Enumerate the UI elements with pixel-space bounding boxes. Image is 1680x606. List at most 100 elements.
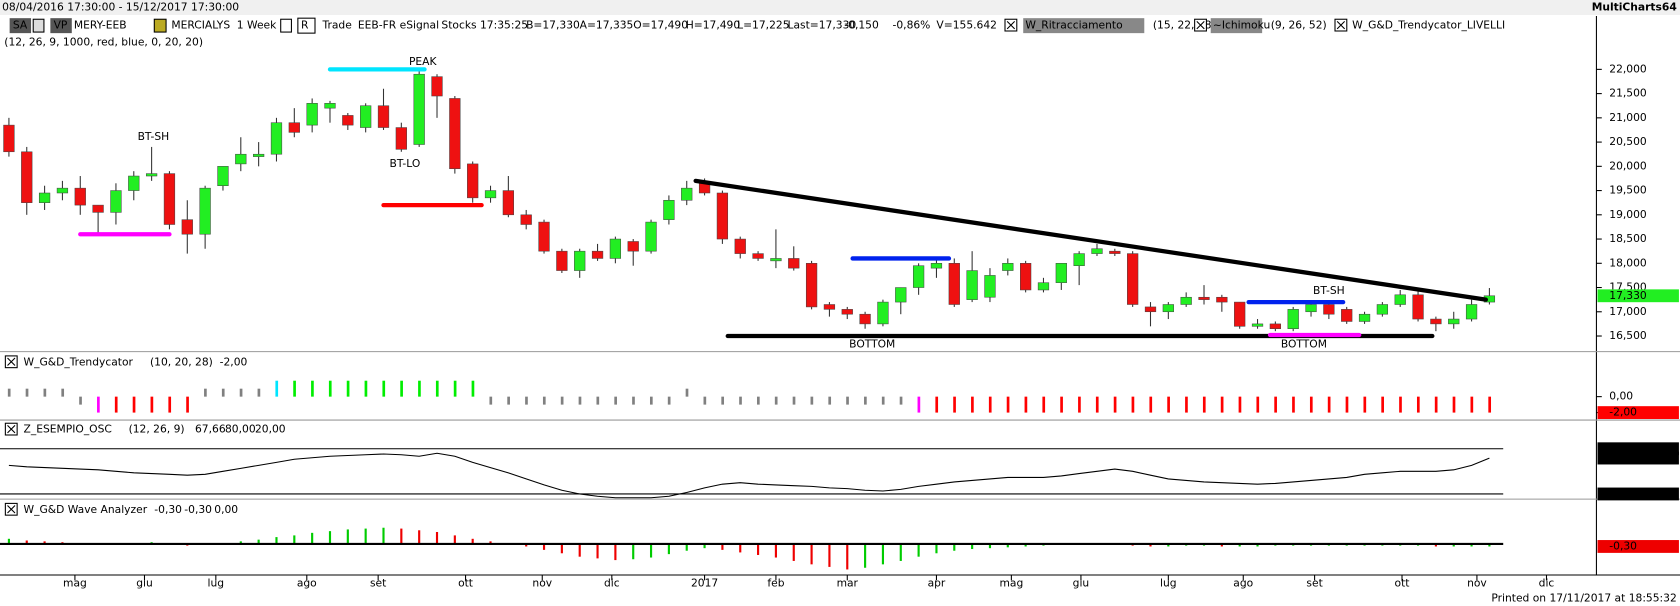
wave-bar [846, 543, 849, 570]
indicator-title[interactable]: Z_ESEMPIO_OSC [24, 423, 112, 436]
trend-bar [204, 388, 207, 397]
candle-body [1430, 318, 1442, 325]
wave-bar [25, 540, 28, 544]
toolbar-item: Trade [321, 19, 351, 32]
toolbar-box[interactable] [9, 18, 32, 34]
candle-body [38, 192, 51, 203]
trend-bar [1470, 396, 1474, 413]
candle-body [431, 76, 443, 97]
value-box [1597, 406, 1679, 419]
close-icon [7, 505, 16, 514]
annotation: BOTTOM [1281, 338, 1327, 351]
candle-body [716, 192, 729, 240]
wave-bar [418, 530, 421, 544]
candle-body [377, 105, 390, 128]
trend-bar [400, 380, 403, 397]
y-tick-label: 19,500 [1609, 184, 1647, 197]
candle-body [538, 221, 550, 252]
indicator-readout: -2,00 [220, 355, 248, 368]
toolbar-item[interactable]: 1 Week [237, 19, 277, 32]
candle-body [663, 199, 675, 220]
wave-bar [311, 532, 314, 544]
toolbar-item: O=17,490 [633, 19, 688, 32]
toolbar-item[interactable]: SA [13, 19, 28, 32]
toolbar-box[interactable] [297, 17, 316, 34]
x-tick-label: dic [604, 577, 620, 590]
candle-body [199, 187, 211, 235]
wave-bar [275, 537, 278, 544]
candle-body [217, 166, 229, 186]
candle-body [1358, 313, 1371, 322]
trend-bar [1292, 396, 1295, 413]
trend-bar [1024, 396, 1028, 413]
study-box[interactable] [1023, 18, 1145, 34]
value-box-label: 17,330 [1609, 289, 1647, 302]
study-params: (9, 26, 52) [1271, 19, 1327, 32]
indicator-readout: 67,66 [195, 423, 226, 436]
trend-bar [507, 396, 510, 405]
y-tick-label: -2,00 [1609, 406, 1637, 419]
toolbar-item: B=17,330 [526, 19, 580, 32]
candle-body [270, 122, 283, 155]
trend-bar [25, 388, 29, 397]
candle-body [1180, 296, 1192, 305]
dropdown[interactable] [32, 18, 45, 33]
candle-body [360, 105, 372, 128]
study-name[interactable]: W_Ritracciamento [1025, 19, 1122, 32]
toolbar-item[interactable]: MERY-EEB [74, 19, 127, 32]
indicator-title[interactable]: W_G&D Wave Analyzer [24, 503, 148, 516]
trend-bar [1488, 396, 1492, 413]
candle-body [788, 258, 800, 269]
candle-body [609, 238, 622, 259]
annotation: BOTTOM [849, 338, 895, 351]
dropdown[interactable] [280, 18, 292, 33]
toolbar-item[interactable]: MERCIALYS [171, 19, 230, 32]
wave-bar [596, 543, 599, 559]
candle-body [930, 263, 943, 269]
wave-bar [1220, 543, 1223, 547]
wave-bar [703, 543, 706, 549]
study-name[interactable]: W_G&D_Trendycator_LIVELLI [1352, 19, 1505, 32]
wave-bar [489, 541, 492, 544]
wave-bar [881, 543, 885, 565]
candle-body [56, 187, 69, 194]
candle-body [984, 275, 996, 298]
candle-body [859, 313, 871, 325]
trend-bar [899, 396, 903, 405]
candle-body [1037, 282, 1050, 291]
annotation: BT-LO [390, 157, 421, 170]
study-name[interactable]: ~Ichimoku [1213, 19, 1270, 32]
trend-bar [346, 380, 350, 397]
trend-bar [1220, 396, 1224, 413]
wave-bar [1434, 543, 1437, 547]
toolbar-item[interactable]: VP [54, 19, 68, 32]
toolbar-item: H=17,490 [686, 19, 741, 32]
study-box[interactable] [1210, 18, 1263, 34]
toolbar-box[interactable] [50, 18, 72, 34]
toolbar-item[interactable]: R [301, 19, 309, 32]
close-icon [7, 357, 16, 366]
y-tick-label: 22,000 [1609, 62, 1647, 75]
trend-bar [239, 388, 243, 397]
wave-bar [810, 543, 813, 565]
toolbar-item: V=155.642 [936, 19, 997, 32]
x-tick-label: set [1306, 577, 1322, 590]
wave-bar [667, 543, 670, 555]
candle-body [645, 221, 657, 252]
study-params: (12, 26, 9, 1000, red, blue, 0, 20, 20) [4, 36, 203, 49]
trend-bar [1185, 396, 1188, 413]
candle-body [752, 253, 764, 259]
y-tick-label: 17,000 [1609, 305, 1647, 318]
trend-bar [1345, 396, 1349, 413]
indicator-readout: 0,00 [214, 503, 238, 516]
wave-bar [346, 529, 349, 544]
overlay-line [693, 178, 1488, 302]
wave-bar [828, 543, 831, 567]
trend-bar [435, 380, 439, 397]
x-tick-label: mag [999, 577, 1023, 590]
indicator-title[interactable]: W_G&D_Trendycator [24, 355, 134, 368]
candle-body [253, 153, 265, 157]
y-tick-label: 18,000 [1609, 256, 1647, 269]
trend-bar [881, 396, 885, 405]
candle-body [841, 309, 853, 315]
